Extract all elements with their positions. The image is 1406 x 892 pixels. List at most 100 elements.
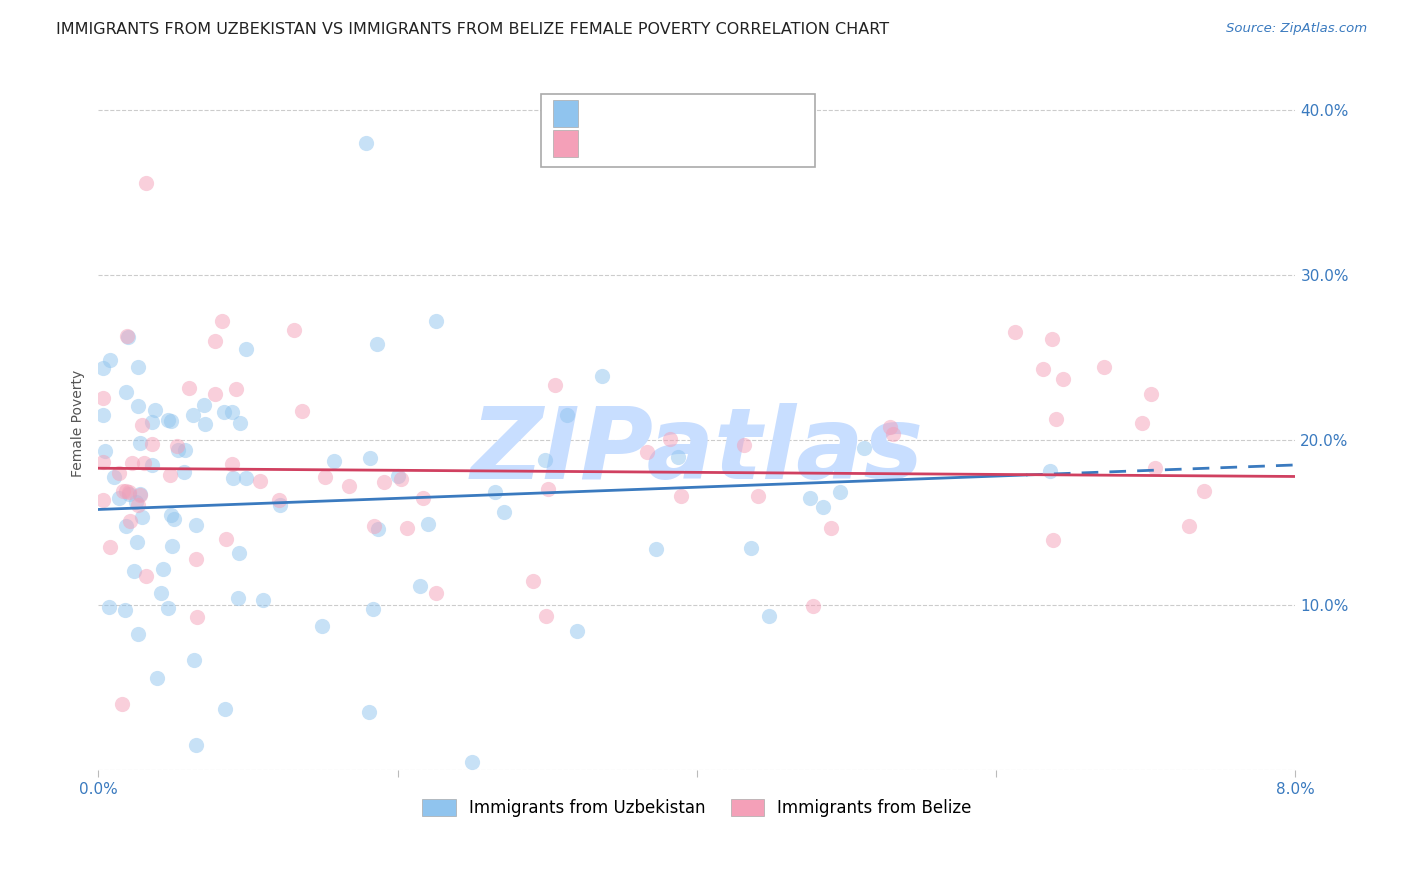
Y-axis label: Female Poverty: Female Poverty [72, 370, 86, 477]
Point [484, 485, 506, 500]
Point [359, 450, 381, 465]
Point [177, 381, 200, 395]
Point [131, 509, 153, 524]
Point [537, 482, 560, 496]
Point [1045, 411, 1067, 425]
Point [117, 330, 139, 344]
Point [361, 602, 384, 616]
Point [740, 541, 762, 555]
Point [204, 387, 226, 401]
Point [186, 739, 208, 753]
Point [118, 484, 141, 499]
Point [1178, 519, 1201, 533]
Point [159, 467, 181, 482]
Point [267, 492, 290, 507]
Point [115, 519, 138, 533]
Point [181, 408, 204, 422]
Point [1140, 386, 1163, 401]
Point [129, 488, 152, 502]
Point [127, 627, 149, 641]
Point [115, 329, 138, 343]
Point [118, 487, 141, 501]
Point [108, 491, 131, 505]
Point [143, 402, 166, 417]
Point [811, 500, 834, 514]
Point [1004, 325, 1026, 339]
Point [118, 515, 141, 529]
Point [127, 535, 149, 549]
Point [163, 512, 186, 526]
Point [132, 456, 155, 470]
Point [283, 323, 305, 337]
Point [152, 562, 174, 576]
Point [141, 458, 163, 472]
Point [853, 441, 876, 455]
Point [111, 483, 134, 498]
Point [323, 454, 346, 468]
Point [114, 603, 136, 617]
Point [1130, 416, 1153, 430]
Point [669, 489, 692, 503]
Point [173, 465, 195, 479]
Point [494, 505, 516, 519]
Text: R =: R = [586, 104, 637, 122]
Text: -0.010: -0.010 [626, 135, 686, 153]
Point [408, 579, 430, 593]
Point [311, 619, 333, 633]
Point [666, 450, 689, 464]
Point [160, 539, 183, 553]
Point [882, 427, 904, 442]
Point [156, 600, 179, 615]
Point [121, 456, 143, 470]
Point [156, 413, 179, 427]
Point [91, 408, 114, 422]
Point [229, 417, 252, 431]
Point [128, 487, 150, 501]
Point [108, 466, 131, 480]
Point [522, 574, 544, 588]
Point [418, 517, 440, 532]
Point [98, 353, 121, 368]
Point [184, 517, 207, 532]
Point [141, 437, 163, 451]
Point [363, 519, 385, 533]
Point [830, 485, 852, 500]
Point [544, 378, 567, 392]
Point [291, 404, 314, 418]
Point [166, 439, 188, 453]
Point [1192, 483, 1215, 498]
Point [215, 532, 238, 546]
Point [747, 489, 769, 503]
Point [194, 417, 217, 431]
Point [820, 520, 842, 534]
Point [193, 398, 215, 412]
Text: 0.063: 0.063 [634, 104, 685, 122]
Point [733, 437, 755, 451]
Point [1040, 332, 1063, 346]
Point [387, 469, 409, 483]
Point [357, 705, 380, 719]
Point [758, 608, 780, 623]
Point [314, 470, 336, 484]
Point [534, 609, 557, 624]
Point [337, 479, 360, 493]
Point [204, 334, 226, 349]
Point [225, 382, 247, 396]
Point [235, 342, 257, 356]
Point [214, 702, 236, 716]
Point [166, 442, 188, 457]
Point [226, 591, 249, 605]
Point [211, 314, 233, 328]
Point [124, 564, 146, 578]
Text: 81: 81 [724, 104, 744, 122]
Point [1039, 464, 1062, 478]
Point [94, 444, 117, 458]
Point [1052, 372, 1074, 386]
Point [127, 499, 149, 513]
Point [879, 419, 901, 434]
Point [183, 653, 205, 667]
Text: N =: N = [678, 104, 738, 122]
Point [222, 471, 245, 485]
Text: 67: 67 [724, 135, 744, 153]
Point [389, 472, 412, 486]
